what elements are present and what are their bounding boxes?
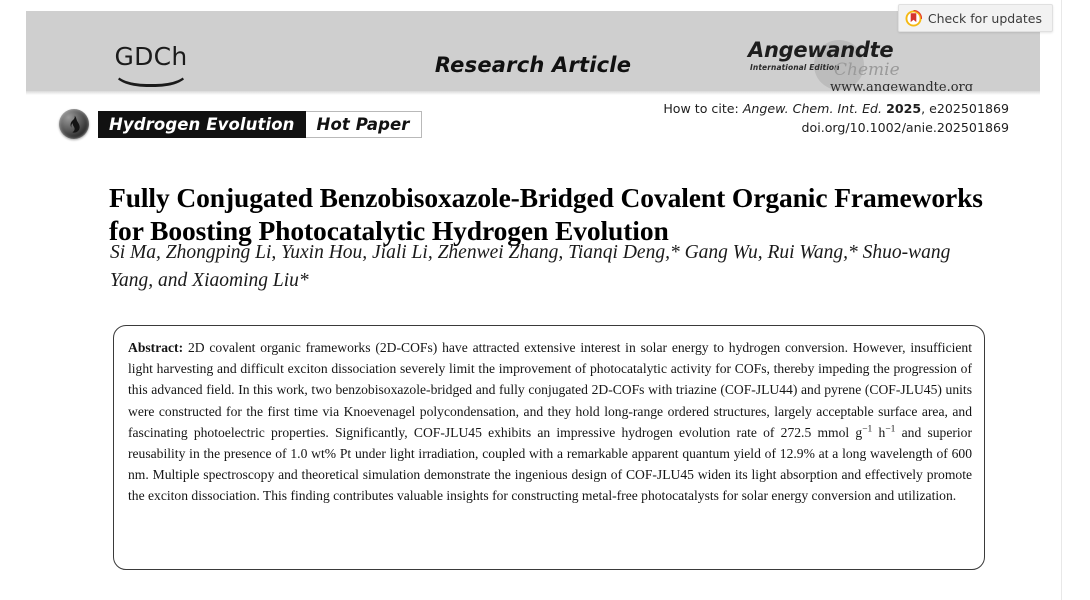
abstract-sup-1: −1: [862, 424, 873, 435]
angewandte-url: www.angewandte.org: [830, 80, 974, 95]
flame-icon: [59, 109, 89, 139]
abstract-body-1: 2D covalent organic frameworks (2D-COFs)…: [128, 340, 972, 440]
abstract-sup-2: −1: [885, 424, 896, 435]
keyword-badge-row: Hydrogen Evolution Hot Paper: [59, 109, 422, 139]
page-title: Fully Conjugated Benzobisoxazole-Bridged…: [109, 182, 983, 247]
how-to-cite-prefix: How to cite:: [663, 101, 739, 116]
gdch-logo: GDCh: [111, 44, 191, 87]
badge-topic: Hydrogen Evolution: [98, 110, 306, 138]
gdch-logo-swoosh: [113, 71, 189, 87]
citation-block: How to cite: Angew. Chem. Int. Ed. 2025,…: [663, 99, 1009, 137]
abstract-text: Abstract: 2D covalent organic frameworks…: [128, 337, 972, 507]
angewandte-edition-label: International Edition: [750, 63, 840, 72]
crossmark-icon: [904, 9, 922, 27]
angewandte-chemie-label: Chemie: [834, 60, 900, 80]
article-page: GDCh Research Article Angewandte Interna…: [26, 0, 1062, 600]
angewandte-globe-icon: [814, 40, 864, 90]
check-for-updates-label: Check for updates: [927, 10, 1042, 26]
gdch-logo-text: GDCh: [114, 42, 188, 71]
citation-journal: Angew. Chem. Int. Ed.: [742, 101, 883, 116]
check-for-updates-button[interactable]: Check for updates: [897, 4, 1053, 32]
journal-header-band: GDCh Research Article Angewandte Interna…: [26, 11, 1040, 95]
angewandte-logo: Angewandte International Edition Chemie …: [748, 38, 978, 98]
citation-article-number: , e202501869: [921, 101, 1009, 116]
citation-year: 2025: [886, 101, 922, 116]
angewandte-wordmark: Angewandte: [748, 38, 894, 62]
author-list: Si Ma, Zhongping Li, Yuxin Hou, Jiali Li…: [110, 242, 951, 291]
abstract-body-3: and superior reusability in the presence…: [128, 424, 973, 504]
citation-doi[interactable]: doi.org/10.1002/anie.202501869: [801, 120, 1009, 135]
abstract-body-2: h: [872, 424, 886, 440]
abstract-heading: Abstract:: [128, 340, 184, 355]
how-to-cite-line: How to cite: Angew. Chem. Int. Ed. 2025,…: [663, 99, 1009, 118]
article-type-label: Research Article: [434, 53, 632, 77]
badge-hot-paper: Hot Paper: [305, 110, 422, 138]
abstract-box: [113, 325, 985, 570]
